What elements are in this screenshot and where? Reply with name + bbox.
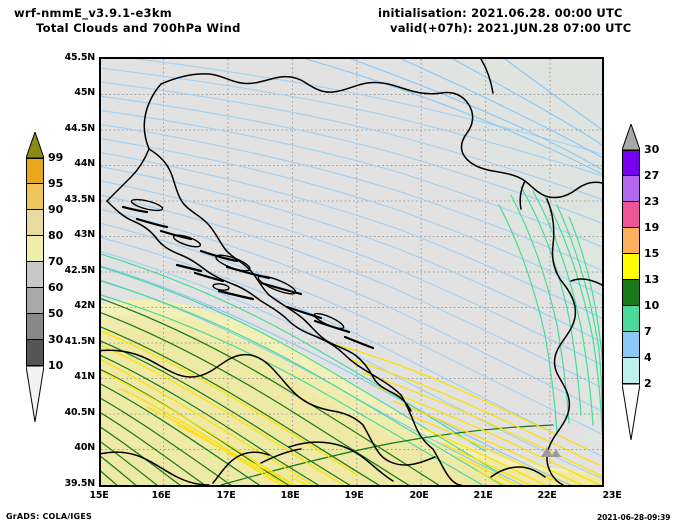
colorbar-total-cloud-cover[interactable] [26,132,44,422]
cblabel-wind-23: 23 [644,195,660,208]
xtick-18e: 18E [280,490,300,501]
colorbar-cloud-seg-90-95 [26,184,44,210]
header-left-block: wrf-nmmE_v3.9.1-e3km Total Clouds and 70… [14,6,241,36]
grads-credit-label: GrADS: COLA/IGES [6,512,92,521]
ytick-43-5n: 43.5N [64,194,96,205]
cblabel-cloud-99: 99 [48,151,64,164]
ytick-42-5n: 42.5N [64,265,96,276]
ytick-42n: 42N [74,300,95,311]
xtick-22e: 22E [537,490,557,501]
colorbar-wind-seg-4-7 [622,332,640,358]
ytick-40-5n: 40.5N [64,407,96,418]
cblabel-cloud-10: 10 [48,359,64,372]
colorbar-wind-seg-19-23 [622,202,640,228]
colorbar-cloud-seg-30-50 [26,314,44,340]
generation-timestamp-label: 2021-06-28-09:39 [597,513,671,522]
colorbar-cloud-high-arrow [26,132,44,158]
cblabel-cloud-70: 70 [48,255,64,268]
colorbar-cloud-seg-95-99 [26,158,44,184]
header-right-block: initialisation: 2021.06.28. 00:00 UTC va… [378,6,631,36]
model-name-label: wrf-nmmE_v3.9.1-e3km [14,6,173,20]
ytick-40n: 40N [74,442,95,453]
colorbar-cloud-seg-70-80 [26,236,44,262]
xtick-17e: 17E [216,490,236,501]
colorbar-wind-seg-13-15 [622,254,640,280]
colorbar-wind-high-arrow [622,124,640,150]
map-vector-layer [101,59,602,485]
cblabel-cloud-60: 60 [48,281,64,294]
colorbar-wind-low-tail [622,384,640,440]
ytick-44n: 44N [74,158,95,169]
cblabel-wind-2: 2 [644,377,652,390]
cblabel-cloud-90: 90 [48,203,64,216]
cblabel-cloud-50: 50 [48,307,64,320]
cblabel-wind-10: 10 [644,299,660,312]
xtick-20e: 20E [409,490,429,501]
map-canvas [101,59,602,485]
xtick-21e: 21E [473,490,493,501]
valid-time-label: valid(+07h): 2021.JUN.28 07:00 UTC [390,21,632,35]
ytick-39-5n: 39.5N [64,478,96,489]
colorbar-cloud-seg-60-70 [26,262,44,288]
xtick-15e: 15E [89,490,109,501]
ytick-43n: 43N [74,229,95,240]
cblabel-wind-19: 19 [644,221,660,234]
cblabel-cloud-30: 30 [48,333,64,346]
colorbar-cloud-seg-10-30 [26,340,44,366]
ytick-45-5n: 45.5N [64,52,96,63]
colorbar-wind-seg-23-27 [622,176,640,202]
cblabel-wind-13: 13 [644,273,660,286]
cblabel-wind-15: 15 [644,247,660,260]
colorbar-wind-seg-2-4 [622,358,640,384]
colorbar-wind-speed[interactable] [622,124,640,440]
colorbar-wind-seg-7-10 [622,306,640,332]
colorbar-cloud-seg-80-90 [26,210,44,236]
colorbar-cloud-low-tail [26,366,44,422]
cblabel-wind-4: 4 [644,351,652,364]
xtick-19e: 19E [344,490,364,501]
initialisation-time-label: initialisation: 2021.06.28. 00:00 UTC [378,6,623,20]
field-name-label: Total Clouds and 700hPa Wind [36,21,241,35]
xtick-16e: 16E [151,490,171,501]
xtick-23e: 23E [602,490,622,501]
ytick-44-5n: 44.5N [64,123,96,134]
colorbar-wind-seg-15-19 [622,228,640,254]
cblabel-wind-30: 30 [644,143,660,156]
colorbar-cloud-seg-50-60 [26,288,44,314]
ytick-41n: 41N [74,371,95,382]
cblabel-wind-7: 7 [644,325,652,338]
ytick-45n: 45N [74,87,95,98]
colorbar-wind-seg-10-13 [622,280,640,306]
colorbar-wind-seg-27-30 [622,150,640,176]
ytick-41-5n: 41.5N [64,336,96,347]
cblabel-cloud-95: 95 [48,177,64,190]
map-plot-area[interactable] [99,57,604,487]
cblabel-wind-27: 27 [644,169,660,182]
cblabel-cloud-80: 80 [48,229,64,242]
